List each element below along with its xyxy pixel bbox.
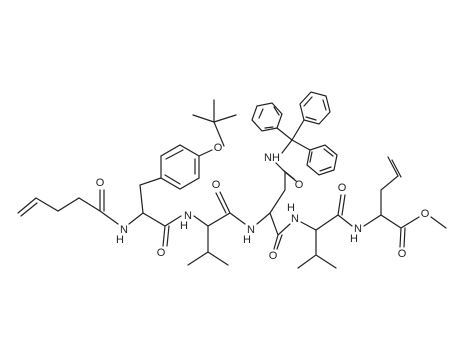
atom-label: H: [350, 233, 358, 245]
bonds: [17, 91, 447, 269]
atom-label: H: [180, 220, 188, 232]
atom-label: O: [212, 179, 221, 191]
aromatic-rings: [160, 91, 338, 190]
atom-label: NH: [264, 152, 280, 164]
atom-label: H: [243, 234, 251, 246]
atom-label: N: [354, 223, 362, 235]
atom-labels: O N H O O N H O N H NH O O H N O N H O O: [96, 142, 430, 262]
atom-label: O: [421, 208, 430, 220]
backbone-bonds: [17, 189, 447, 250]
atom-label: N: [184, 210, 192, 222]
atom-label: O: [295, 179, 304, 191]
atom-label: O: [338, 182, 347, 194]
atom-label: O: [398, 248, 407, 260]
atom-label: N: [291, 213, 299, 225]
atom-label: N: [120, 224, 128, 236]
atom-label: O: [214, 142, 223, 154]
side-chain-bonds: [139, 99, 402, 269]
atom-label: O: [96, 177, 105, 189]
atom-label: O: [269, 250, 278, 262]
atom-label: O: [157, 247, 166, 259]
atom-label: H: [116, 234, 124, 246]
atom-label: N: [247, 224, 255, 236]
atom-label: H: [287, 202, 295, 214]
